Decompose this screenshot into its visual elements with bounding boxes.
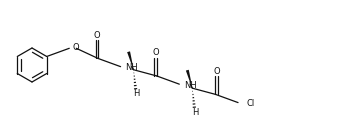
- Text: O: O: [153, 48, 159, 57]
- Polygon shape: [186, 70, 192, 88]
- Text: O: O: [213, 67, 220, 76]
- Text: H: H: [133, 89, 140, 98]
- Text: NH: NH: [126, 63, 138, 72]
- Text: Cl: Cl: [246, 99, 254, 108]
- Text: H: H: [192, 108, 199, 117]
- Polygon shape: [127, 51, 134, 70]
- Text: O: O: [73, 43, 80, 52]
- Text: NH: NH: [184, 81, 197, 90]
- Text: O: O: [94, 31, 101, 40]
